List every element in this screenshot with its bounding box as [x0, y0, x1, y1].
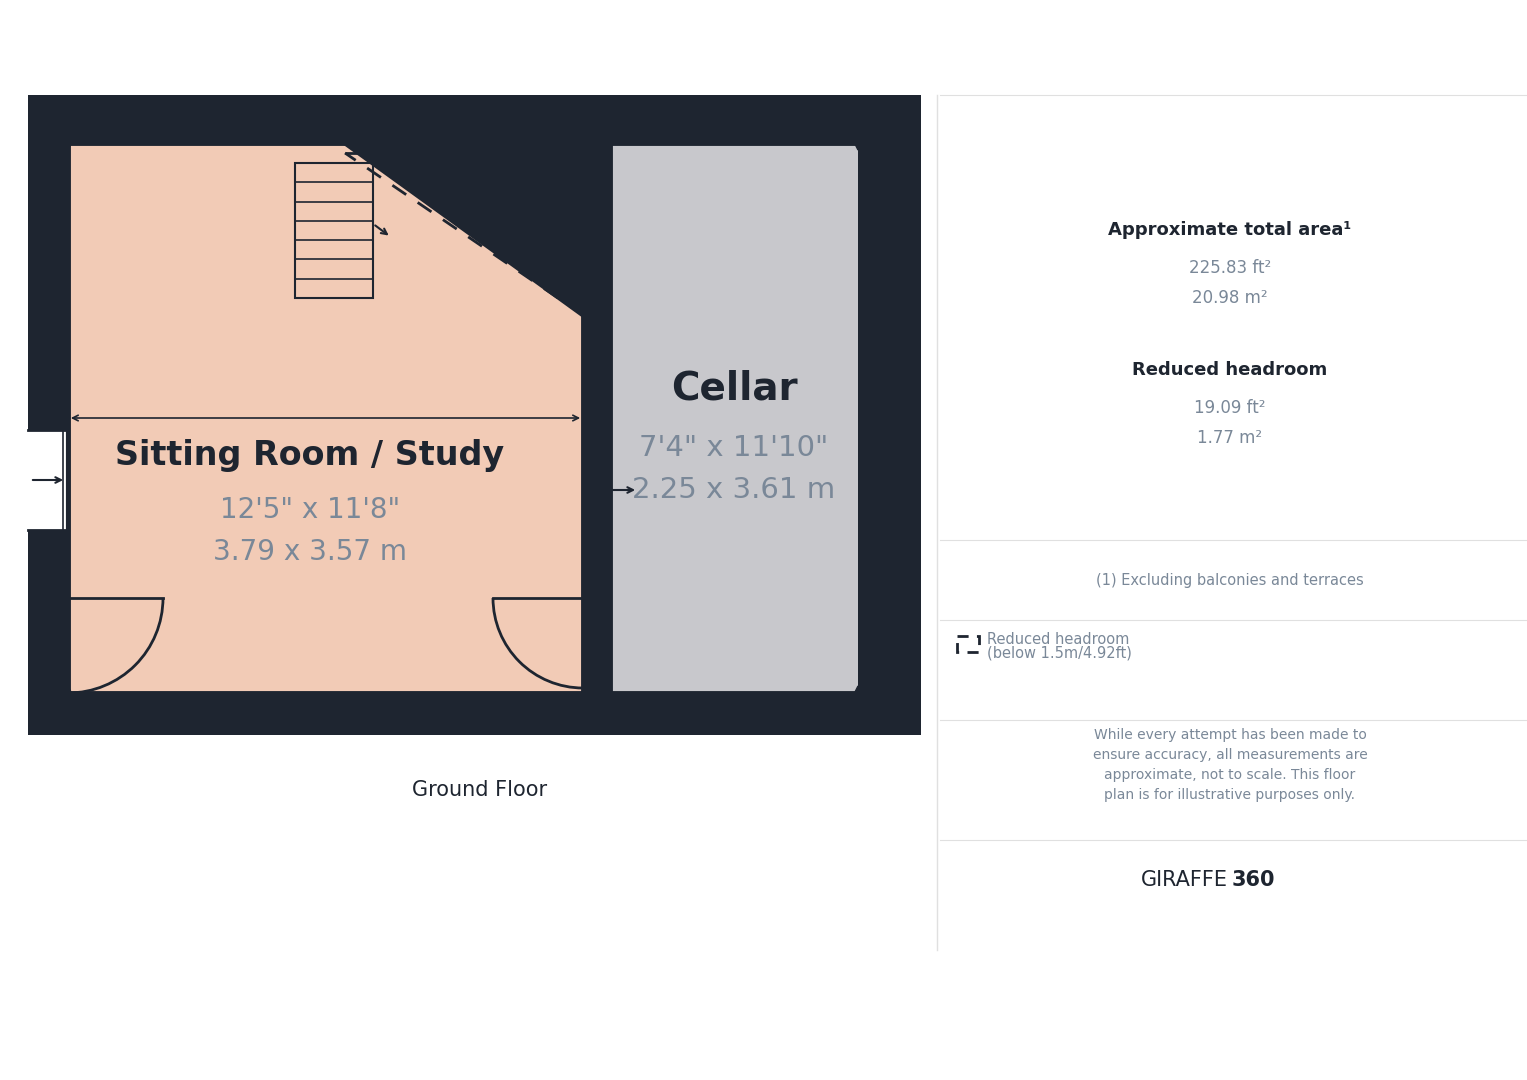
Text: 2.25 x 3.61 m: 2.25 x 3.61 m [632, 476, 835, 504]
Bar [957, 636, 979, 652]
Text: Ground Floor: Ground Floor [412, 780, 548, 800]
Text: (below 1.5m/4.92ft): (below 1.5m/4.92ft) [986, 646, 1132, 661]
Polygon shape [852, 138, 864, 150]
Text: 7'4" x 11'10": 7'4" x 11'10" [640, 434, 829, 462]
Polygon shape [63, 138, 73, 150]
Text: While every attempt has been made to: While every attempt has been made to [1093, 728, 1367, 742]
Text: GIRAFFE: GIRAFFE [1141, 870, 1228, 890]
Text: 3.79 x 3.57 m: 3.79 x 3.57 m [212, 538, 408, 566]
Text: 19.09 ft²: 19.09 ft² [1194, 399, 1266, 417]
Text: 12'5" x 11'8": 12'5" x 11'8" [220, 496, 400, 524]
Text: Approximate total area¹: Approximate total area¹ [1109, 221, 1351, 239]
Text: ensure accuracy, all measurements are: ensure accuracy, all measurements are [1093, 748, 1367, 762]
Bar [27, 430, 69, 530]
Text: (1) Excluding balconies and terraces: (1) Excluding balconies and terraces [1096, 572, 1364, 588]
Text: Cellar: Cellar [670, 369, 797, 407]
Text: plan is for illustrative purposes only.: plan is for illustrative purposes only. [1104, 788, 1356, 802]
Text: Sitting Room / Study: Sitting Room / Study [116, 438, 504, 472]
Bar [609, 143, 858, 693]
Text: 1.77 m²: 1.77 m² [1197, 429, 1263, 447]
Polygon shape [852, 686, 864, 698]
Text: 360: 360 [1232, 870, 1275, 890]
Bar [27, 95, 921, 735]
Text: approximate, not to scale. This floor: approximate, not to scale. This floor [1104, 768, 1356, 782]
Text: Reduced headroom: Reduced headroom [986, 632, 1130, 647]
Polygon shape [63, 686, 73, 698]
Polygon shape [69, 143, 583, 693]
Text: 225.83 ft²: 225.83 ft² [1190, 259, 1270, 276]
Text: Reduced headroom: Reduced headroom [1133, 361, 1327, 379]
Bar [295, 163, 373, 298]
Text: 20.98 m²: 20.98 m² [1193, 289, 1267, 307]
